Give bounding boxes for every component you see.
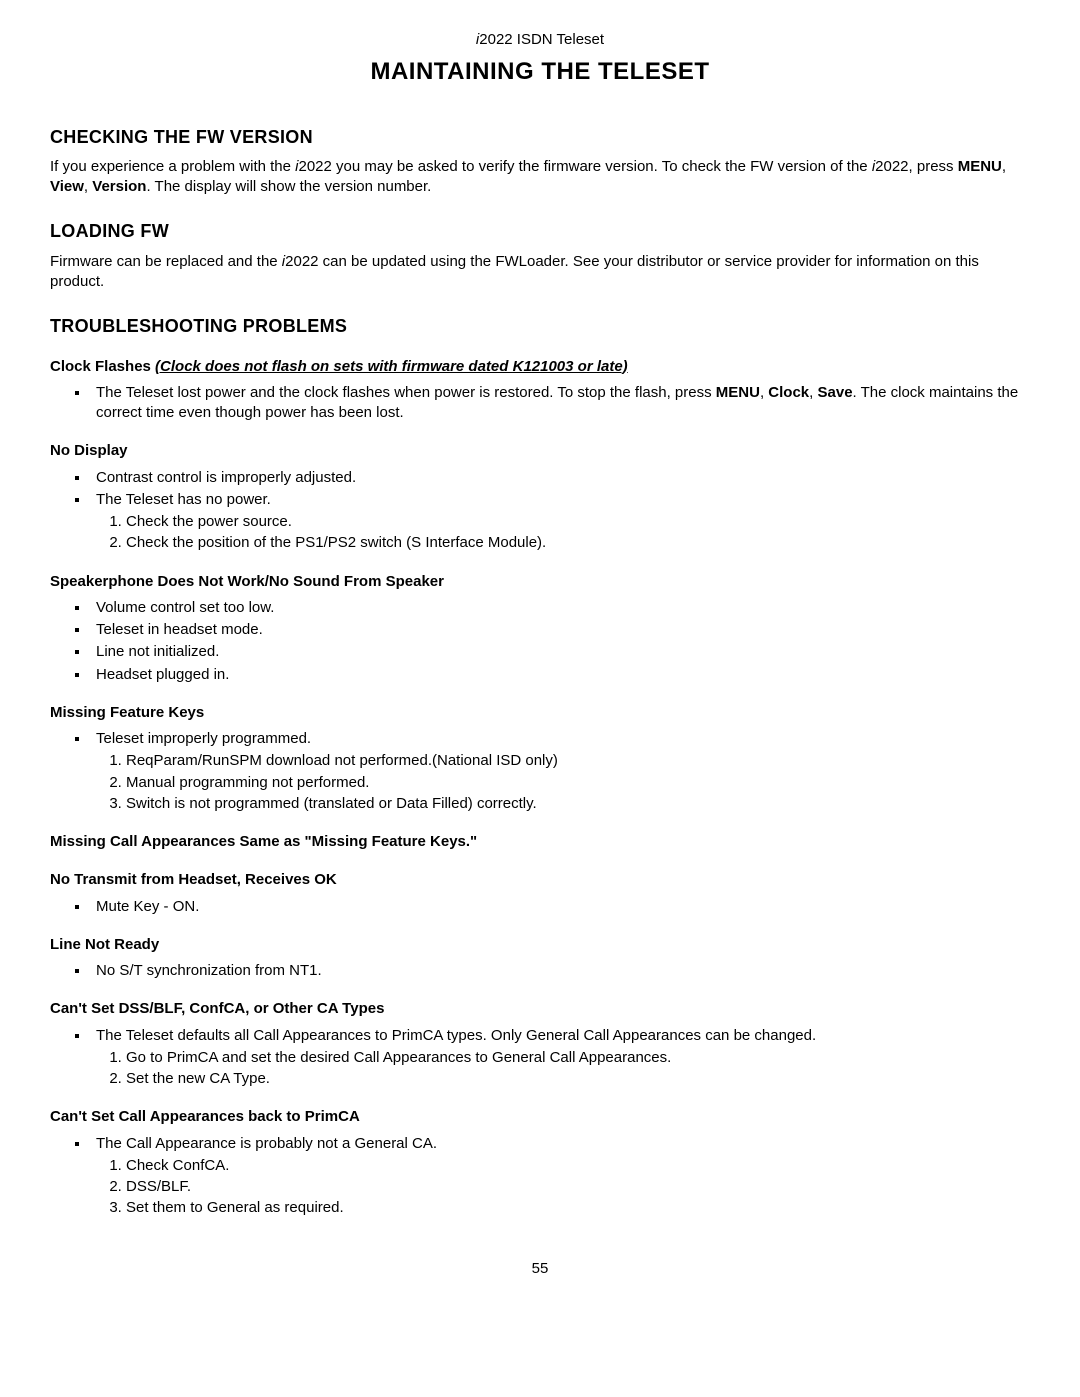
list-item: Teleset improperly programmed. ReqParam/… <box>90 729 1030 814</box>
list-item: Switch is not programmed (translated or … <box>126 794 1030 814</box>
numbered-list: Check ConfCA. DSS/BLF. Set them to Gener… <box>96 1156 1030 1219</box>
list-no-display: Contrast control is improperly adjusted.… <box>50 468 1030 554</box>
list-clock-flashes: The Teleset lost power and the clock fla… <box>50 383 1030 424</box>
sub-heading-missing-call-appearances: Missing Call Appearances Same as "Missin… <box>50 832 1030 852</box>
sub-heading-cant-set-primca: Can't Set Call Appearances back to PrimC… <box>50 1107 1030 1127</box>
list-line-not-ready: No S/T synchronization from NT1. <box>50 961 1030 981</box>
list-item: The Teleset lost power and the clock fla… <box>90 383 1030 424</box>
sub-heading-no-display: No Display <box>50 441 1030 461</box>
list-item: Check the power source. <box>126 512 1030 532</box>
section-title-loading-fw: LOADING FW <box>50 219 1030 243</box>
list-speakerphone: Volume control set too low. Teleset in h… <box>50 598 1030 685</box>
list-item: The Teleset has no power. Check the powe… <box>90 490 1030 554</box>
page-number: 55 <box>50 1259 1030 1279</box>
sub-heading-speakerphone: Speakerphone Does Not Work/No Sound From… <box>50 572 1030 592</box>
list-item: Contrast control is improperly adjusted. <box>90 468 1030 488</box>
list-cant-set-dss: The Teleset defaults all Call Appearance… <box>50 1026 1030 1090</box>
sub-heading-line-not-ready: Line Not Ready <box>50 935 1030 955</box>
sub-heading-clock-flashes: Clock Flashes (Clock does not flash on s… <box>50 357 1030 377</box>
list-item: Manual programming not performed. <box>126 773 1030 793</box>
list-item: Line not initialized. <box>90 642 1030 662</box>
fw-version-paragraph: If you experience a problem with the i20… <box>50 157 1030 198</box>
sub-heading-missing-feature-keys: Missing Feature Keys <box>50 703 1030 723</box>
main-title: MAINTAINING THE TELESET <box>50 56 1030 88</box>
sub-heading-no-transmit: No Transmit from Headset, Receives OK <box>50 870 1030 890</box>
list-item: Check the position of the PS1/PS2 switch… <box>126 533 1030 553</box>
numbered-list: ReqParam/RunSPM download not performed.(… <box>96 751 1030 814</box>
list-item: ReqParam/RunSPM download not performed.(… <box>126 751 1030 771</box>
list-item: The Call Appearance is probably not a Ge… <box>90 1134 1030 1219</box>
list-item: Set the new CA Type. <box>126 1069 1030 1089</box>
list-item: No S/T synchronization from NT1. <box>90 961 1030 981</box>
list-cant-set-primca: The Call Appearance is probably not a Ge… <box>50 1134 1030 1219</box>
list-item: The Teleset defaults all Call Appearance… <box>90 1026 1030 1090</box>
loading-fw-paragraph: Firmware can be replaced and the i2022 c… <box>50 252 1030 293</box>
list-missing-feature-keys: Teleset improperly programmed. ReqParam/… <box>50 729 1030 814</box>
section-title-fw-version: CHECKING THE FW VERSION <box>50 125 1030 149</box>
list-item: DSS/BLF. <box>126 1177 1030 1197</box>
list-item: Headset plugged in. <box>90 665 1030 685</box>
list-item: Volume control set too low. <box>90 598 1030 618</box>
numbered-list: Check the power source. Check the positi… <box>96 512 1030 554</box>
sub-heading-cant-set-dss: Can't Set DSS/BLF, ConfCA, or Other CA T… <box>50 999 1030 1019</box>
list-item: Go to PrimCA and set the desired Call Ap… <box>126 1048 1030 1068</box>
list-item: Check ConfCA. <box>126 1156 1030 1176</box>
document-header: i2022 ISDN Teleset <box>50 30 1030 50</box>
list-item: Teleset in headset mode. <box>90 620 1030 640</box>
section-title-troubleshooting: TROUBLESHOOTING PROBLEMS <box>50 314 1030 338</box>
header-model-rest: 2022 ISDN Teleset <box>479 31 604 48</box>
list-item: Set them to General as required. <box>126 1198 1030 1218</box>
list-no-transmit: Mute Key - ON. <box>50 897 1030 917</box>
numbered-list: Go to PrimCA and set the desired Call Ap… <box>96 1048 1030 1090</box>
list-item: Mute Key - ON. <box>90 897 1030 917</box>
